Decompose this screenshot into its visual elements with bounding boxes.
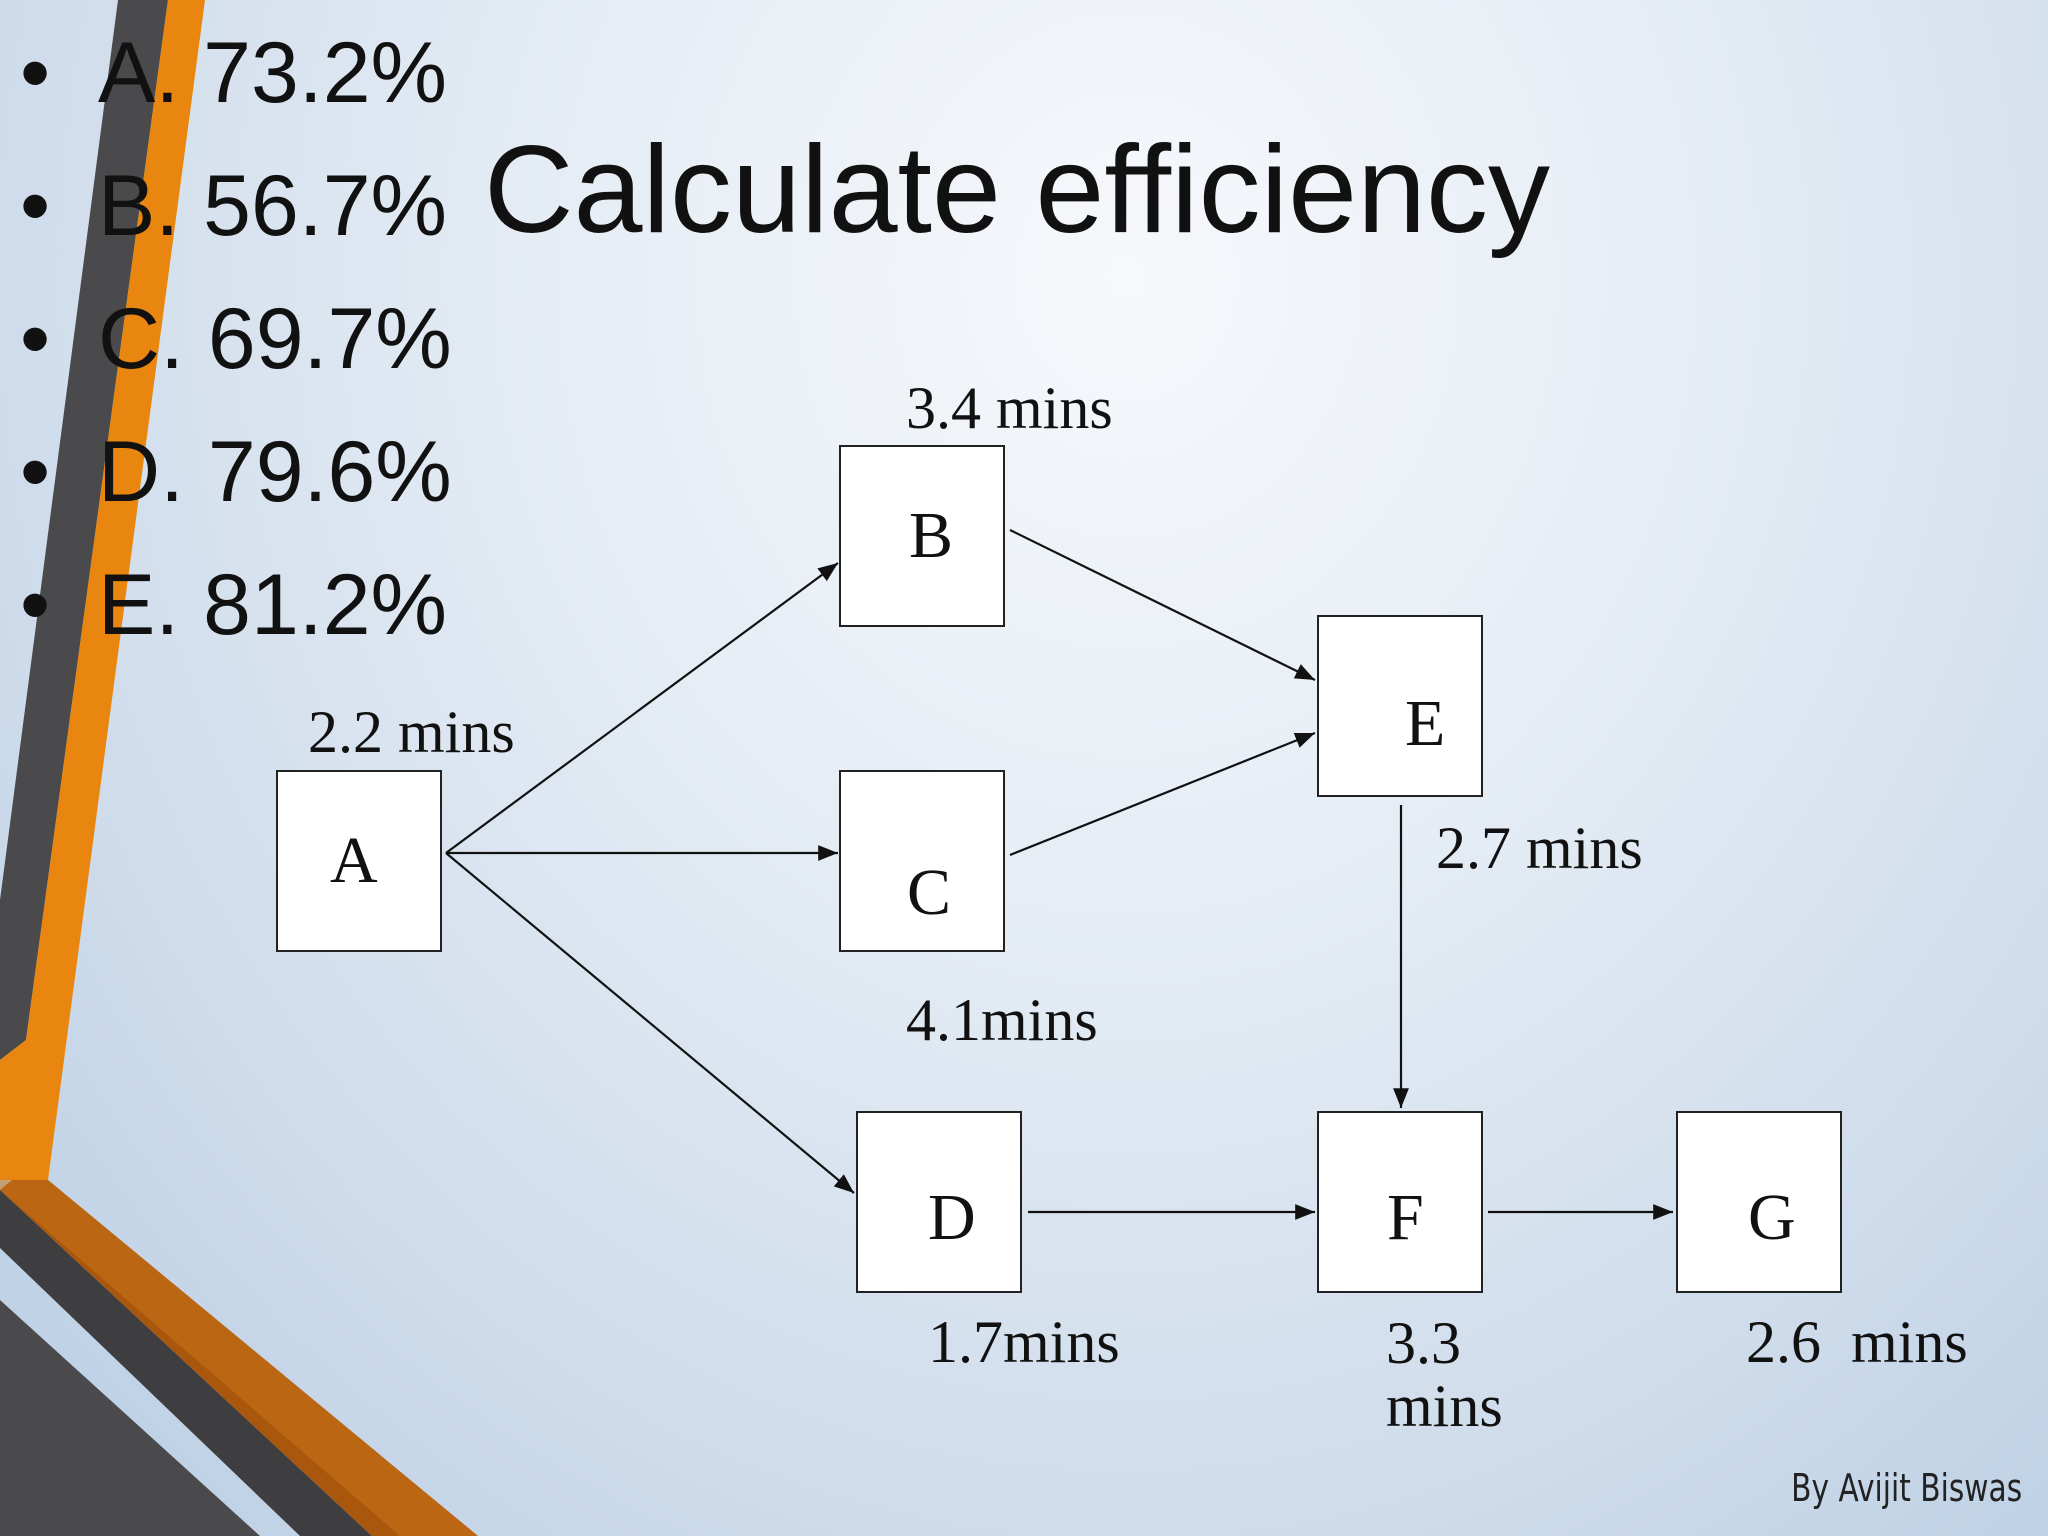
node-box-d: D: [856, 1111, 1022, 1293]
node-label-c: C: [907, 856, 952, 929]
bullet-icon: •: [20, 424, 51, 520]
bullet-icon: •: [20, 291, 51, 387]
node-box-e: E: [1317, 615, 1483, 797]
node-box-a: A: [276, 770, 442, 952]
node-box-g: G: [1676, 1111, 1842, 1293]
arrow-c-to-e: [1009, 731, 1316, 857]
time-label-a: 2.2 mins: [308, 699, 515, 765]
left-dark-stripe: [0, 0, 168, 1060]
time-label-d: 1.7mins: [928, 1309, 1120, 1375]
option-text: C. 69.7%: [98, 291, 452, 387]
option-text: D. 79.6%: [98, 424, 452, 520]
author-credit: By Avijit Biswas: [1791, 1466, 2022, 1510]
time-label-g: 2.6 mins: [1746, 1309, 1968, 1375]
time-label-c: 4.1mins: [906, 987, 1098, 1053]
arrow-a-to-b: [445, 562, 839, 854]
time-label-f: 3.3 mins: [1386, 1310, 1503, 1439]
bottom-orange-highlight: [0, 1180, 478, 1536]
option-text: E. 81.2%: [98, 557, 447, 653]
time-label-e: 2.7 mins: [1436, 815, 1643, 881]
bullet-icon: •: [20, 25, 51, 121]
bullet-icon: •: [20, 158, 51, 254]
node-label-g: G: [1748, 1181, 1796, 1254]
node-label-d: D: [928, 1181, 976, 1254]
node-label-e: E: [1405, 687, 1446, 760]
arrow-a-to-d: [445, 852, 855, 1194]
option-text: B. 56.7%: [98, 158, 447, 254]
node-label-a: A: [330, 824, 378, 897]
node-box-c: C: [839, 770, 1005, 952]
bottom-corner-dark: [0, 1300, 260, 1536]
node-box-b: B: [839, 445, 1005, 627]
left-orange-stripe: [0, 0, 205, 1180]
node-box-f: F: [1317, 1111, 1483, 1293]
arrow-b-to-e: [1009, 529, 1316, 681]
time-label-b: 3.4 mins: [906, 375, 1113, 441]
node-label-b: B: [909, 499, 954, 572]
option-text: A. 73.2%: [98, 25, 447, 121]
bullet-icon: •: [20, 557, 51, 653]
slide-title: Calculate efficiency: [484, 121, 1551, 259]
node-label-f: F: [1387, 1181, 1424, 1254]
